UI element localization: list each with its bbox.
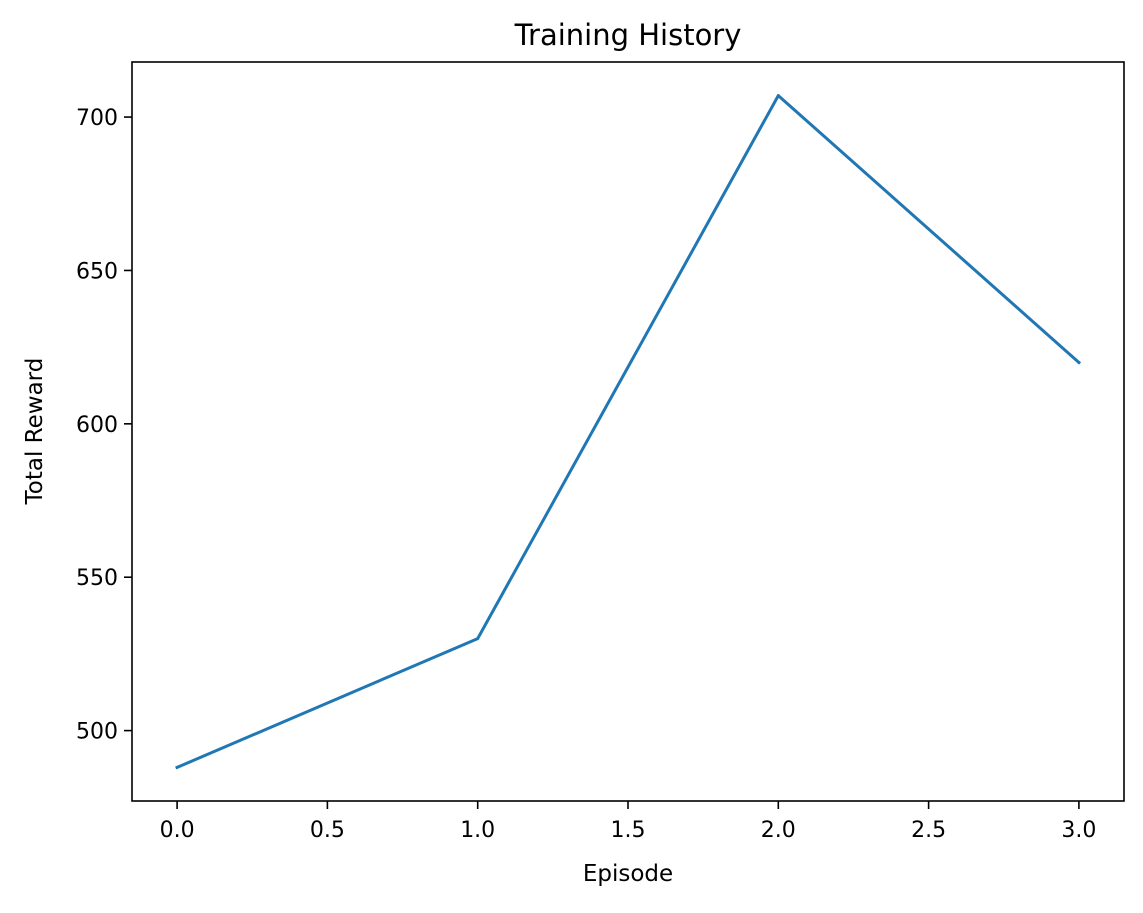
x-tick-label: 3.0 — [1061, 818, 1096, 843]
x-tick-label: 2.5 — [911, 818, 946, 843]
y-tick-label: 500 — [76, 720, 118, 745]
x-tick-label: 0.0 — [160, 818, 195, 843]
y-axis-label: Total Reward — [22, 358, 48, 506]
y-tick-label: 650 — [76, 259, 118, 284]
series-layer — [175, 94, 1082, 770]
x-tick-label: 1.5 — [611, 818, 646, 843]
y-tick-label: 550 — [76, 566, 118, 591]
x-tick-label: 2.0 — [761, 818, 796, 843]
y-tick-label: 700 — [76, 106, 118, 131]
chart-title: Training History — [514, 18, 742, 52]
y-tick-label: 600 — [76, 413, 118, 438]
x-axis-label: Episode — [583, 861, 673, 887]
x-tick-label: 1.0 — [460, 818, 495, 843]
data-point — [476, 637, 480, 641]
series-line — [175, 94, 1082, 770]
data-point — [175, 765, 179, 769]
plot-area-frame — [131, 61, 1125, 802]
x-tick-label: 0.5 — [310, 818, 345, 843]
ticks-layer: 0.0 0.5 1.0 1.5 2.0 2.5 3.0 500 550 600 650 700 — [76, 106, 1096, 843]
data-point — [776, 94, 780, 98]
data-point — [1077, 360, 1081, 364]
